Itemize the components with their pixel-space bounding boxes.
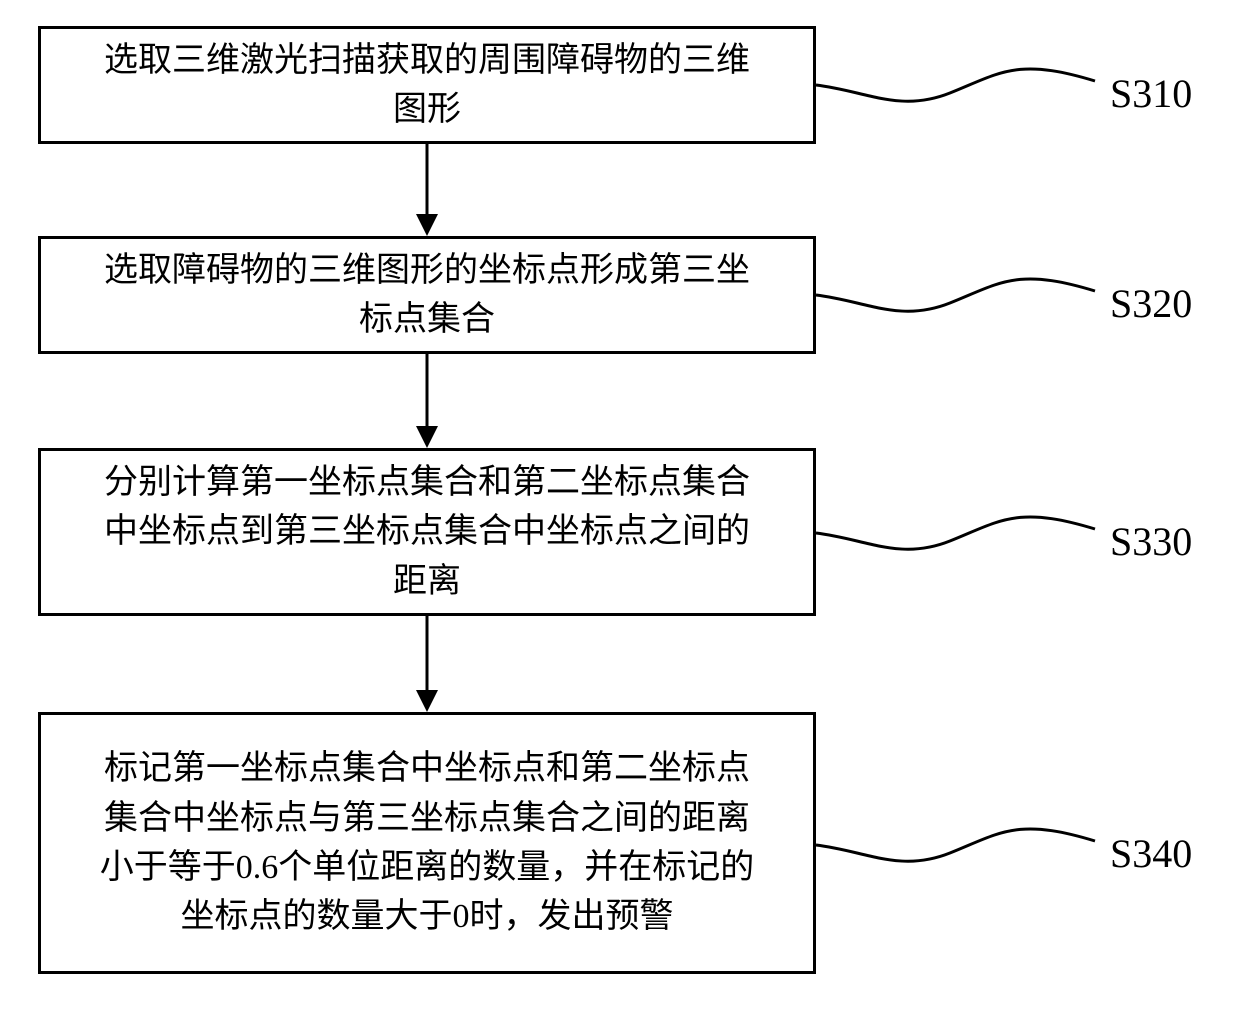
step-label-s310: S310	[1110, 70, 1192, 117]
flow-step-text: 分别计算第一坐标点集合和第二坐标点集合 中坐标点到第三坐标点集合中坐标点之间的 …	[104, 458, 750, 606]
connector-curve	[816, 493, 1105, 573]
flow-step-s310: 选取三维激光扫描获取的周围障碍物的三维 图形	[38, 26, 816, 144]
step-label-s330: S330	[1110, 518, 1192, 565]
flow-arrow	[407, 616, 447, 714]
flow-arrow	[407, 354, 447, 450]
flow-step-text: 标记第一坐标点集合中坐标点和第二坐标点 集合中坐标点与第三坐标点集合之间的距离 …	[100, 744, 755, 941]
flow-step-text: 选取障碍物的三维图形的坐标点形成第三坐 标点集合	[104, 246, 750, 345]
connector-curve	[816, 255, 1105, 335]
flow-step-s330: 分别计算第一坐标点集合和第二坐标点集合 中坐标点到第三坐标点集合中坐标点之间的 …	[38, 448, 816, 616]
flow-step-s340: 标记第一坐标点集合中坐标点和第二坐标点 集合中坐标点与第三坐标点集合之间的距离 …	[38, 712, 816, 974]
step-label-s320: S320	[1110, 280, 1192, 327]
connector-curve	[816, 45, 1105, 125]
flow-step-text: 选取三维激光扫描获取的周围障碍物的三维 图形	[104, 36, 750, 135]
flow-step-s320: 选取障碍物的三维图形的坐标点形成第三坐 标点集合	[38, 236, 816, 354]
step-label-s340: S340	[1110, 830, 1192, 877]
flow-arrow	[407, 144, 447, 238]
connector-curve	[816, 805, 1105, 885]
